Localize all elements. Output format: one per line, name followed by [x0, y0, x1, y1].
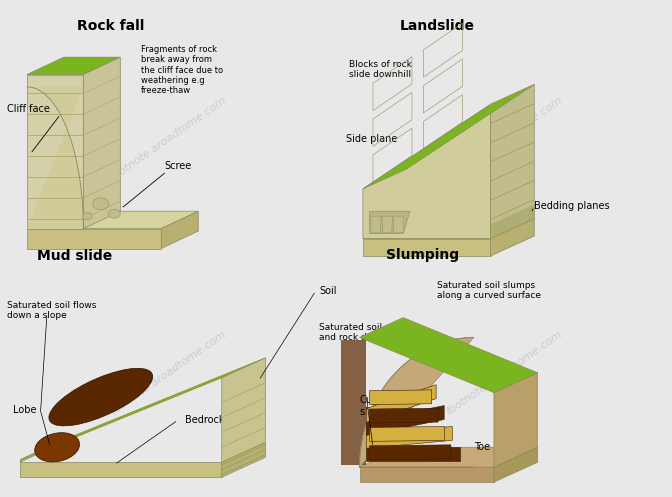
- Polygon shape: [363, 104, 491, 239]
- Text: Landslide: Landslide: [400, 19, 475, 33]
- Text: Lobe: Lobe: [13, 405, 37, 415]
- Text: Scree: Scree: [165, 162, 192, 171]
- Polygon shape: [161, 211, 198, 248]
- Ellipse shape: [35, 433, 79, 462]
- Text: Bedrock: Bedrock: [185, 415, 224, 425]
- Polygon shape: [494, 447, 538, 482]
- Polygon shape: [370, 445, 451, 460]
- Polygon shape: [360, 467, 494, 482]
- Text: Slumping: Slumping: [386, 248, 460, 262]
- Polygon shape: [370, 408, 438, 423]
- Polygon shape: [366, 385, 436, 422]
- Polygon shape: [222, 358, 265, 462]
- Polygon shape: [366, 426, 452, 448]
- Polygon shape: [494, 373, 538, 467]
- Polygon shape: [366, 447, 460, 461]
- Polygon shape: [491, 84, 534, 239]
- Polygon shape: [360, 318, 538, 393]
- Text: Toe: Toe: [474, 442, 490, 452]
- Polygon shape: [83, 57, 120, 229]
- Circle shape: [108, 209, 120, 218]
- Polygon shape: [363, 84, 534, 189]
- Text: footnote.aroadtome.com: footnote.aroadtome.com: [444, 95, 564, 183]
- Polygon shape: [222, 442, 265, 477]
- Polygon shape: [363, 219, 534, 239]
- Text: Cliff face: Cliff face: [7, 104, 50, 114]
- Text: Blocks of rock
slide downhill: Blocks of rock slide downhill: [349, 60, 413, 79]
- Text: Side plane: Side plane: [346, 134, 397, 144]
- Text: Saturated soil
and rock debris: Saturated soil and rock debris: [319, 323, 389, 342]
- Polygon shape: [360, 337, 474, 467]
- Polygon shape: [20, 358, 265, 460]
- Polygon shape: [363, 239, 491, 256]
- Text: footnote.aroadtome.com: footnote.aroadtome.com: [108, 329, 228, 416]
- Polygon shape: [366, 406, 444, 435]
- Polygon shape: [360, 447, 538, 467]
- Polygon shape: [27, 229, 161, 248]
- Text: footnote.aroadtome.com: footnote.aroadtome.com: [108, 95, 228, 183]
- Polygon shape: [20, 440, 64, 462]
- Polygon shape: [27, 75, 83, 229]
- Text: footnote.aroadtome.com: footnote.aroadtome.com: [444, 329, 564, 416]
- Text: Saturated soil flows
down a slope: Saturated soil flows down a slope: [7, 301, 96, 320]
- Text: Fragments of rock
break away from
the cliff face due to
weathering e.g
freeze-th: Fragments of rock break away from the cl…: [141, 45, 223, 95]
- Polygon shape: [20, 462, 222, 477]
- Text: Bedding planes: Bedding planes: [534, 201, 610, 211]
- Polygon shape: [371, 216, 381, 233]
- Polygon shape: [394, 216, 404, 233]
- Text: Mud slide: Mud slide: [37, 248, 112, 262]
- Polygon shape: [27, 87, 84, 229]
- Polygon shape: [27, 211, 198, 229]
- Polygon shape: [491, 219, 534, 256]
- Polygon shape: [370, 211, 410, 234]
- Polygon shape: [382, 216, 392, 233]
- Polygon shape: [370, 390, 431, 405]
- Text: Rock fall: Rock fall: [77, 19, 144, 33]
- Circle shape: [93, 198, 109, 210]
- Polygon shape: [341, 340, 366, 465]
- Ellipse shape: [49, 368, 153, 426]
- Text: Soil: Soil: [319, 286, 337, 296]
- Polygon shape: [370, 426, 444, 441]
- Circle shape: [83, 213, 92, 220]
- Polygon shape: [27, 57, 120, 75]
- Text: Curved
slip plane: Curved slip plane: [360, 395, 407, 416]
- Text: Saturated soil slumps
along a curved surface: Saturated soil slumps along a curved sur…: [437, 281, 541, 300]
